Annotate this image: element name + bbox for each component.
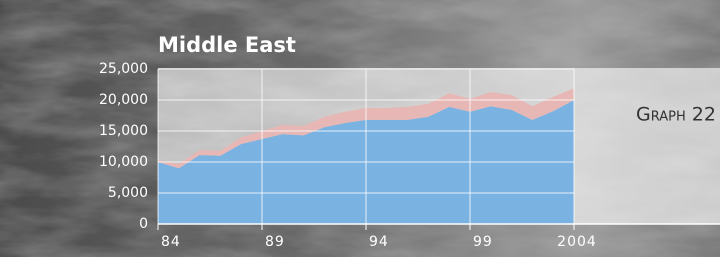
x-tick-label: 2004 [557, 234, 597, 250]
x-tick-label: 99 [473, 234, 493, 250]
x-tick-label: 84 [161, 234, 181, 250]
y-tick-label: 0 [139, 216, 148, 232]
y-tick-label: 10,000 [99, 154, 148, 170]
y-tick-label: 15,000 [99, 123, 148, 139]
x-tick-label: 94 [369, 234, 389, 250]
annotation: Graph 22 [636, 104, 716, 126]
chart: Middle East Graph 22 0 5,000 10,000 15,000 2… [0, 0, 720, 257]
y-tick-label: 25,000 [99, 61, 148, 77]
y-tick-label: 5,000 [108, 185, 148, 201]
y-tick-label: 20,000 [99, 92, 148, 108]
page: {"chart_data": { "type": "stacked-area",… [0, 0, 720, 257]
chart-title: Middle East [158, 33, 296, 57]
x-tick-label: 89 [265, 234, 285, 250]
